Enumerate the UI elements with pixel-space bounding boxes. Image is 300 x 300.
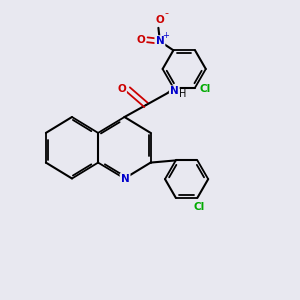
Text: N: N [170, 86, 179, 97]
Text: Cl: Cl [193, 202, 205, 212]
Text: O: O [155, 15, 164, 25]
Text: +: + [162, 32, 169, 40]
Text: -: - [165, 8, 169, 18]
Text: H: H [179, 88, 186, 99]
Text: O: O [136, 35, 145, 45]
Text: N: N [155, 36, 164, 46]
Text: O: O [117, 84, 126, 94]
Text: N: N [121, 174, 130, 184]
Text: Cl: Cl [200, 84, 211, 94]
